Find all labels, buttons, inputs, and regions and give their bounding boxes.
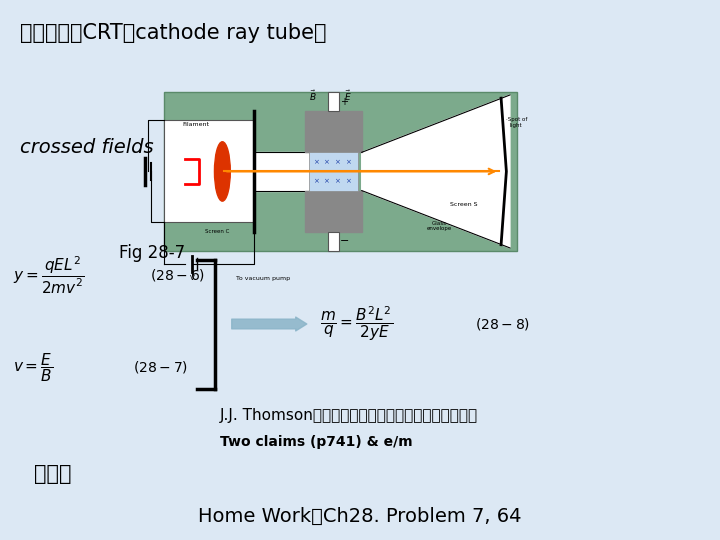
Text: Filament: Filament xyxy=(182,122,210,127)
Text: ×: × xyxy=(323,159,329,165)
Bar xyxy=(164,120,254,222)
Bar xyxy=(328,92,339,111)
Text: To vacuum pump: To vacuum pump xyxy=(236,276,290,281)
Text: ×: × xyxy=(313,159,319,165)
Polygon shape xyxy=(305,111,361,152)
Text: ×: × xyxy=(334,159,340,165)
Bar xyxy=(164,92,517,251)
Text: $\vec{E}$: $\vec{E}$ xyxy=(343,89,351,103)
Text: $v=\dfrac{E}{B}$: $v=\dfrac{E}{B}$ xyxy=(13,351,53,383)
Text: −: − xyxy=(339,237,348,246)
Text: ·Spot of
  light: ·Spot of light xyxy=(506,117,528,128)
Bar xyxy=(328,232,339,251)
Text: $\vec{B}$: $\vec{B}$ xyxy=(309,89,316,103)
Text: Screen S: Screen S xyxy=(450,202,478,207)
Text: $(28-7)$: $(28-7)$ xyxy=(133,359,189,375)
Text: Screen C: Screen C xyxy=(205,229,229,234)
Text: Home Work：Ch28. Problem 7, 64: Home Work：Ch28. Problem 7, 64 xyxy=(198,507,522,525)
Text: Two claims (p741) & e/m: Two claims (p741) & e/m xyxy=(220,435,413,449)
Text: ×: × xyxy=(345,159,351,165)
Text: Glass
envelope: Glass envelope xyxy=(427,221,452,232)
Text: 陰極射線管CRT（cathode ray tube）: 陰極射線管CRT（cathode ray tube） xyxy=(20,23,327,43)
Text: 選速器: 選速器 xyxy=(34,464,71,484)
Polygon shape xyxy=(305,191,361,232)
Text: J.J. Thomson有看到電子嗎？他如何證明電子的存在？: J.J. Thomson有看到電子嗎？他如何證明電子的存在？ xyxy=(220,408,478,423)
Text: $(28-8)$: $(28-8)$ xyxy=(475,316,531,332)
Ellipse shape xyxy=(215,141,230,201)
Text: +: + xyxy=(340,97,348,106)
Text: Fig 28-7: Fig 28-7 xyxy=(119,244,185,262)
Text: $(28-6)$: $(28-6)$ xyxy=(150,267,205,284)
Text: ×: × xyxy=(345,178,351,184)
Text: V: V xyxy=(190,275,194,281)
Text: ×: × xyxy=(323,178,329,184)
FancyArrowPatch shape xyxy=(232,317,307,331)
Bar xyxy=(309,152,359,191)
Polygon shape xyxy=(361,95,510,248)
Text: crossed fields: crossed fields xyxy=(20,138,154,157)
Text: $\dfrac{m}{q}=\dfrac{B^{2}L^{2}}{2yE}$: $\dfrac{m}{q}=\dfrac{B^{2}L^{2}}{2yE}$ xyxy=(320,305,394,343)
Text: ×: × xyxy=(313,178,319,184)
Text: $y=\dfrac{qEL^{2}}{2mv^{2}}$: $y=\dfrac{qEL^{2}}{2mv^{2}}$ xyxy=(13,255,84,296)
Text: ×: × xyxy=(334,178,340,184)
